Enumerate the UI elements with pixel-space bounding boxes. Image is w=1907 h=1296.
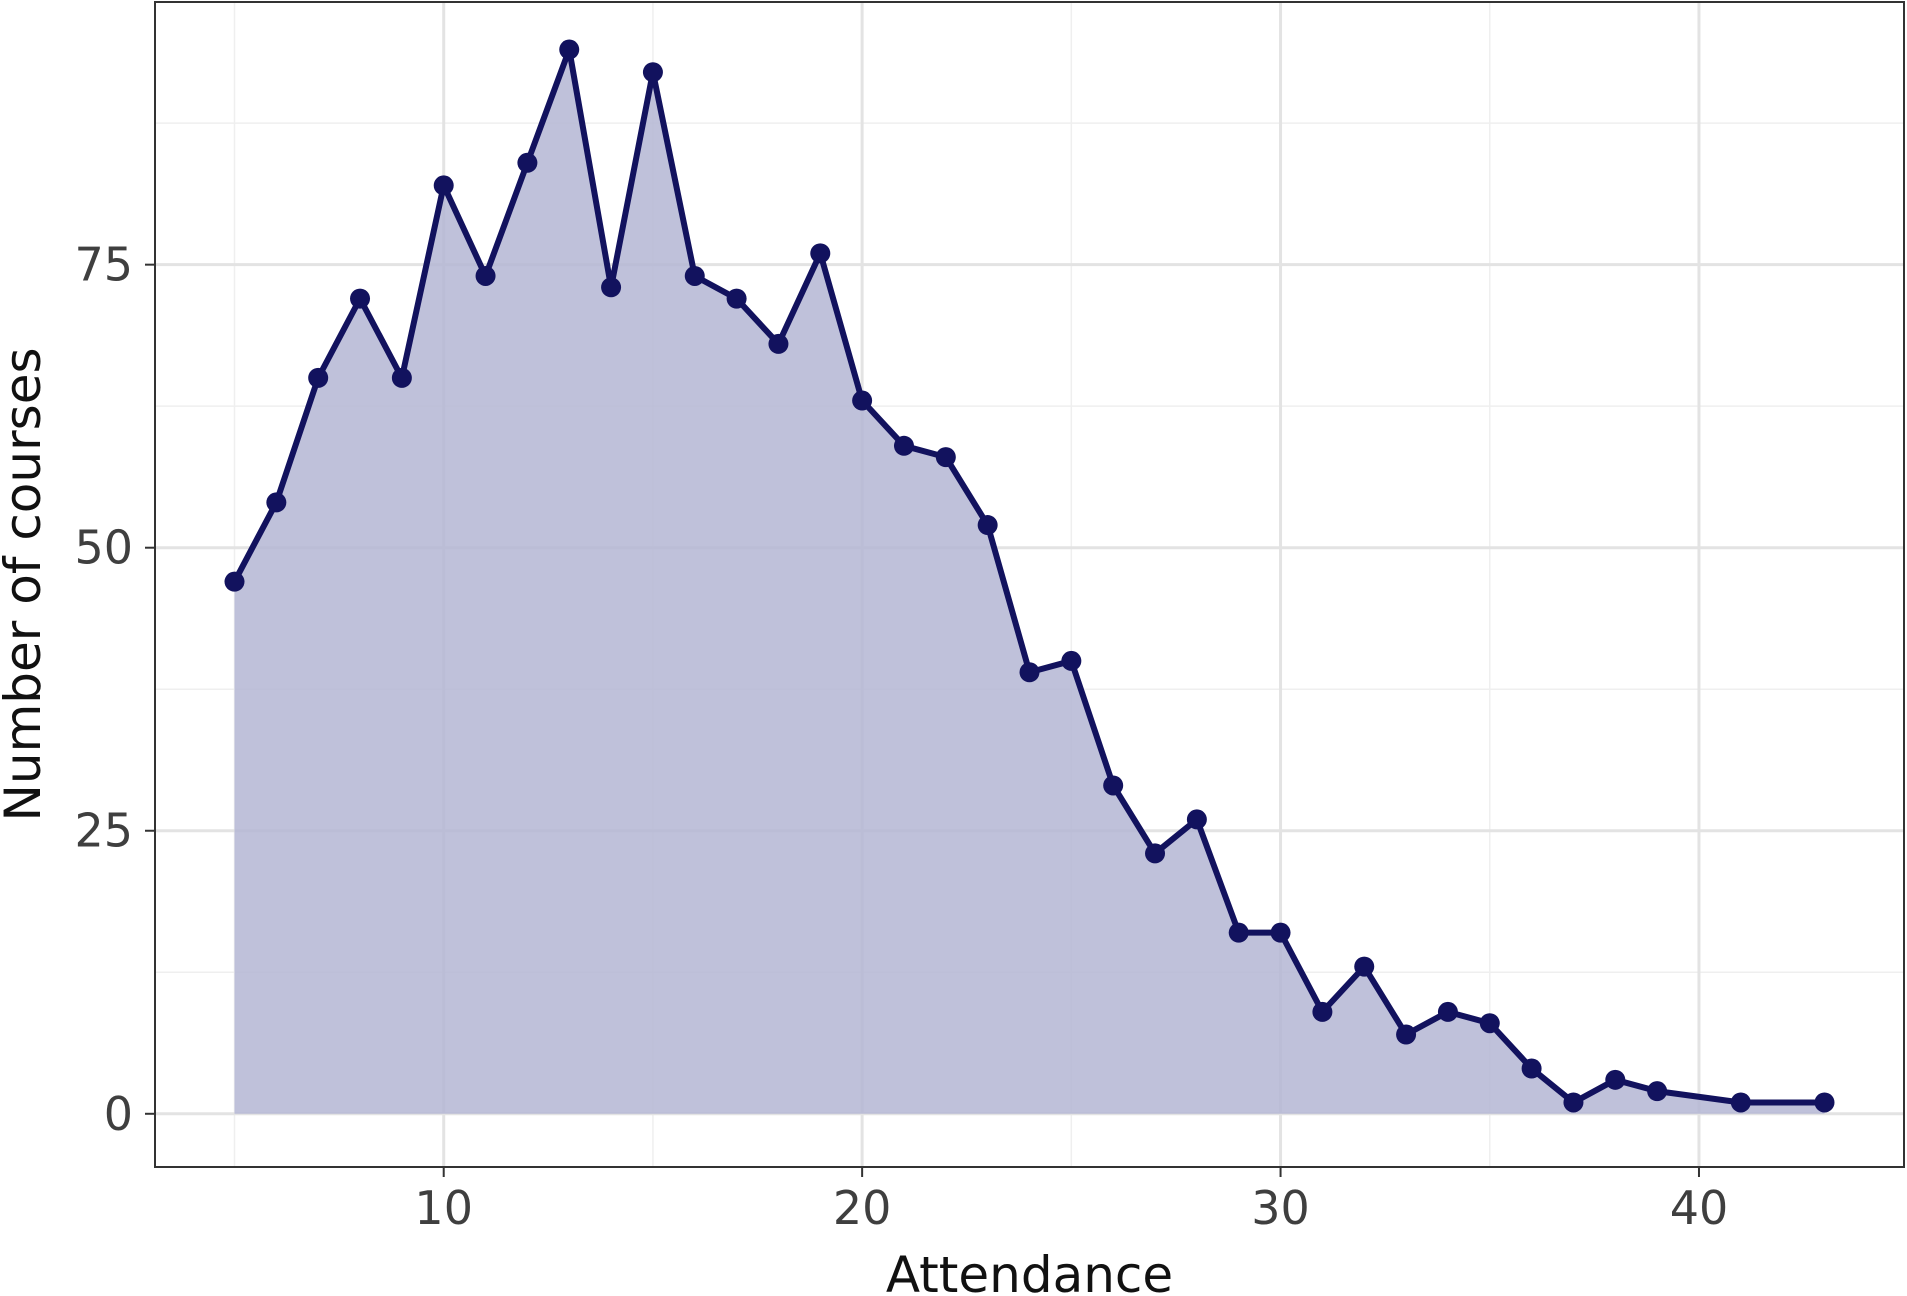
- data-point: [852, 390, 873, 411]
- x-axis-title: Attendance: [886, 1246, 1173, 1296]
- data-point: [810, 243, 831, 264]
- data-point: [1019, 662, 1040, 683]
- data-point: [1396, 1024, 1417, 1045]
- data-point: [1186, 809, 1207, 830]
- y-axis-ticks: 0 25 50 75: [74, 238, 155, 1141]
- data-point: [1270, 922, 1291, 943]
- data-point: [1061, 650, 1082, 671]
- data-point: [726, 288, 747, 309]
- data-point: [1730, 1092, 1751, 1113]
- data-point: [935, 447, 956, 468]
- data-point: [977, 515, 998, 536]
- data-point: [601, 277, 622, 298]
- y-tick-label: 25: [74, 804, 133, 858]
- panel-border: [154, 1, 1905, 1168]
- data-point: [391, 367, 412, 388]
- data-point: [893, 435, 914, 456]
- data-point: [642, 62, 663, 83]
- data-point: [559, 39, 580, 60]
- x-tick-label: 10: [414, 1181, 473, 1235]
- data-point: [1647, 1081, 1668, 1102]
- data-point: [1354, 956, 1375, 977]
- data-point: [266, 492, 287, 513]
- data-point: [224, 571, 245, 592]
- data-point: [1228, 922, 1249, 943]
- area-layer: [234, 49, 1825, 1114]
- y-tick-label: 50: [74, 521, 133, 575]
- data-point: [1437, 1001, 1458, 1022]
- data-point: [1312, 1001, 1333, 1022]
- data-point: [768, 333, 789, 354]
- data-point: [475, 265, 496, 286]
- data-point: [684, 265, 705, 286]
- area-fill: [234, 49, 1825, 1114]
- data-point: [1521, 1058, 1542, 1079]
- data-point: [1479, 1013, 1500, 1034]
- data-point: [1605, 1069, 1626, 1090]
- data-point: [1814, 1092, 1835, 1113]
- data-point: [1563, 1092, 1584, 1113]
- point-layer: [224, 39, 1835, 1113]
- data-point: [350, 288, 371, 309]
- data-point: [1145, 843, 1166, 864]
- data-point: [1103, 775, 1124, 796]
- x-tick-label: 40: [1670, 1181, 1729, 1235]
- x-axis-ticks: 10 20 30 40: [414, 1167, 1728, 1235]
- y-axis-title: Number of courses: [0, 347, 52, 821]
- data-point: [308, 367, 329, 388]
- x-tick-label: 20: [833, 1181, 892, 1235]
- data-point: [517, 152, 538, 173]
- x-tick-label: 30: [1251, 1181, 1310, 1235]
- y-tick-label: 75: [74, 238, 133, 292]
- y-tick-label: 0: [104, 1087, 133, 1141]
- data-point: [433, 175, 454, 196]
